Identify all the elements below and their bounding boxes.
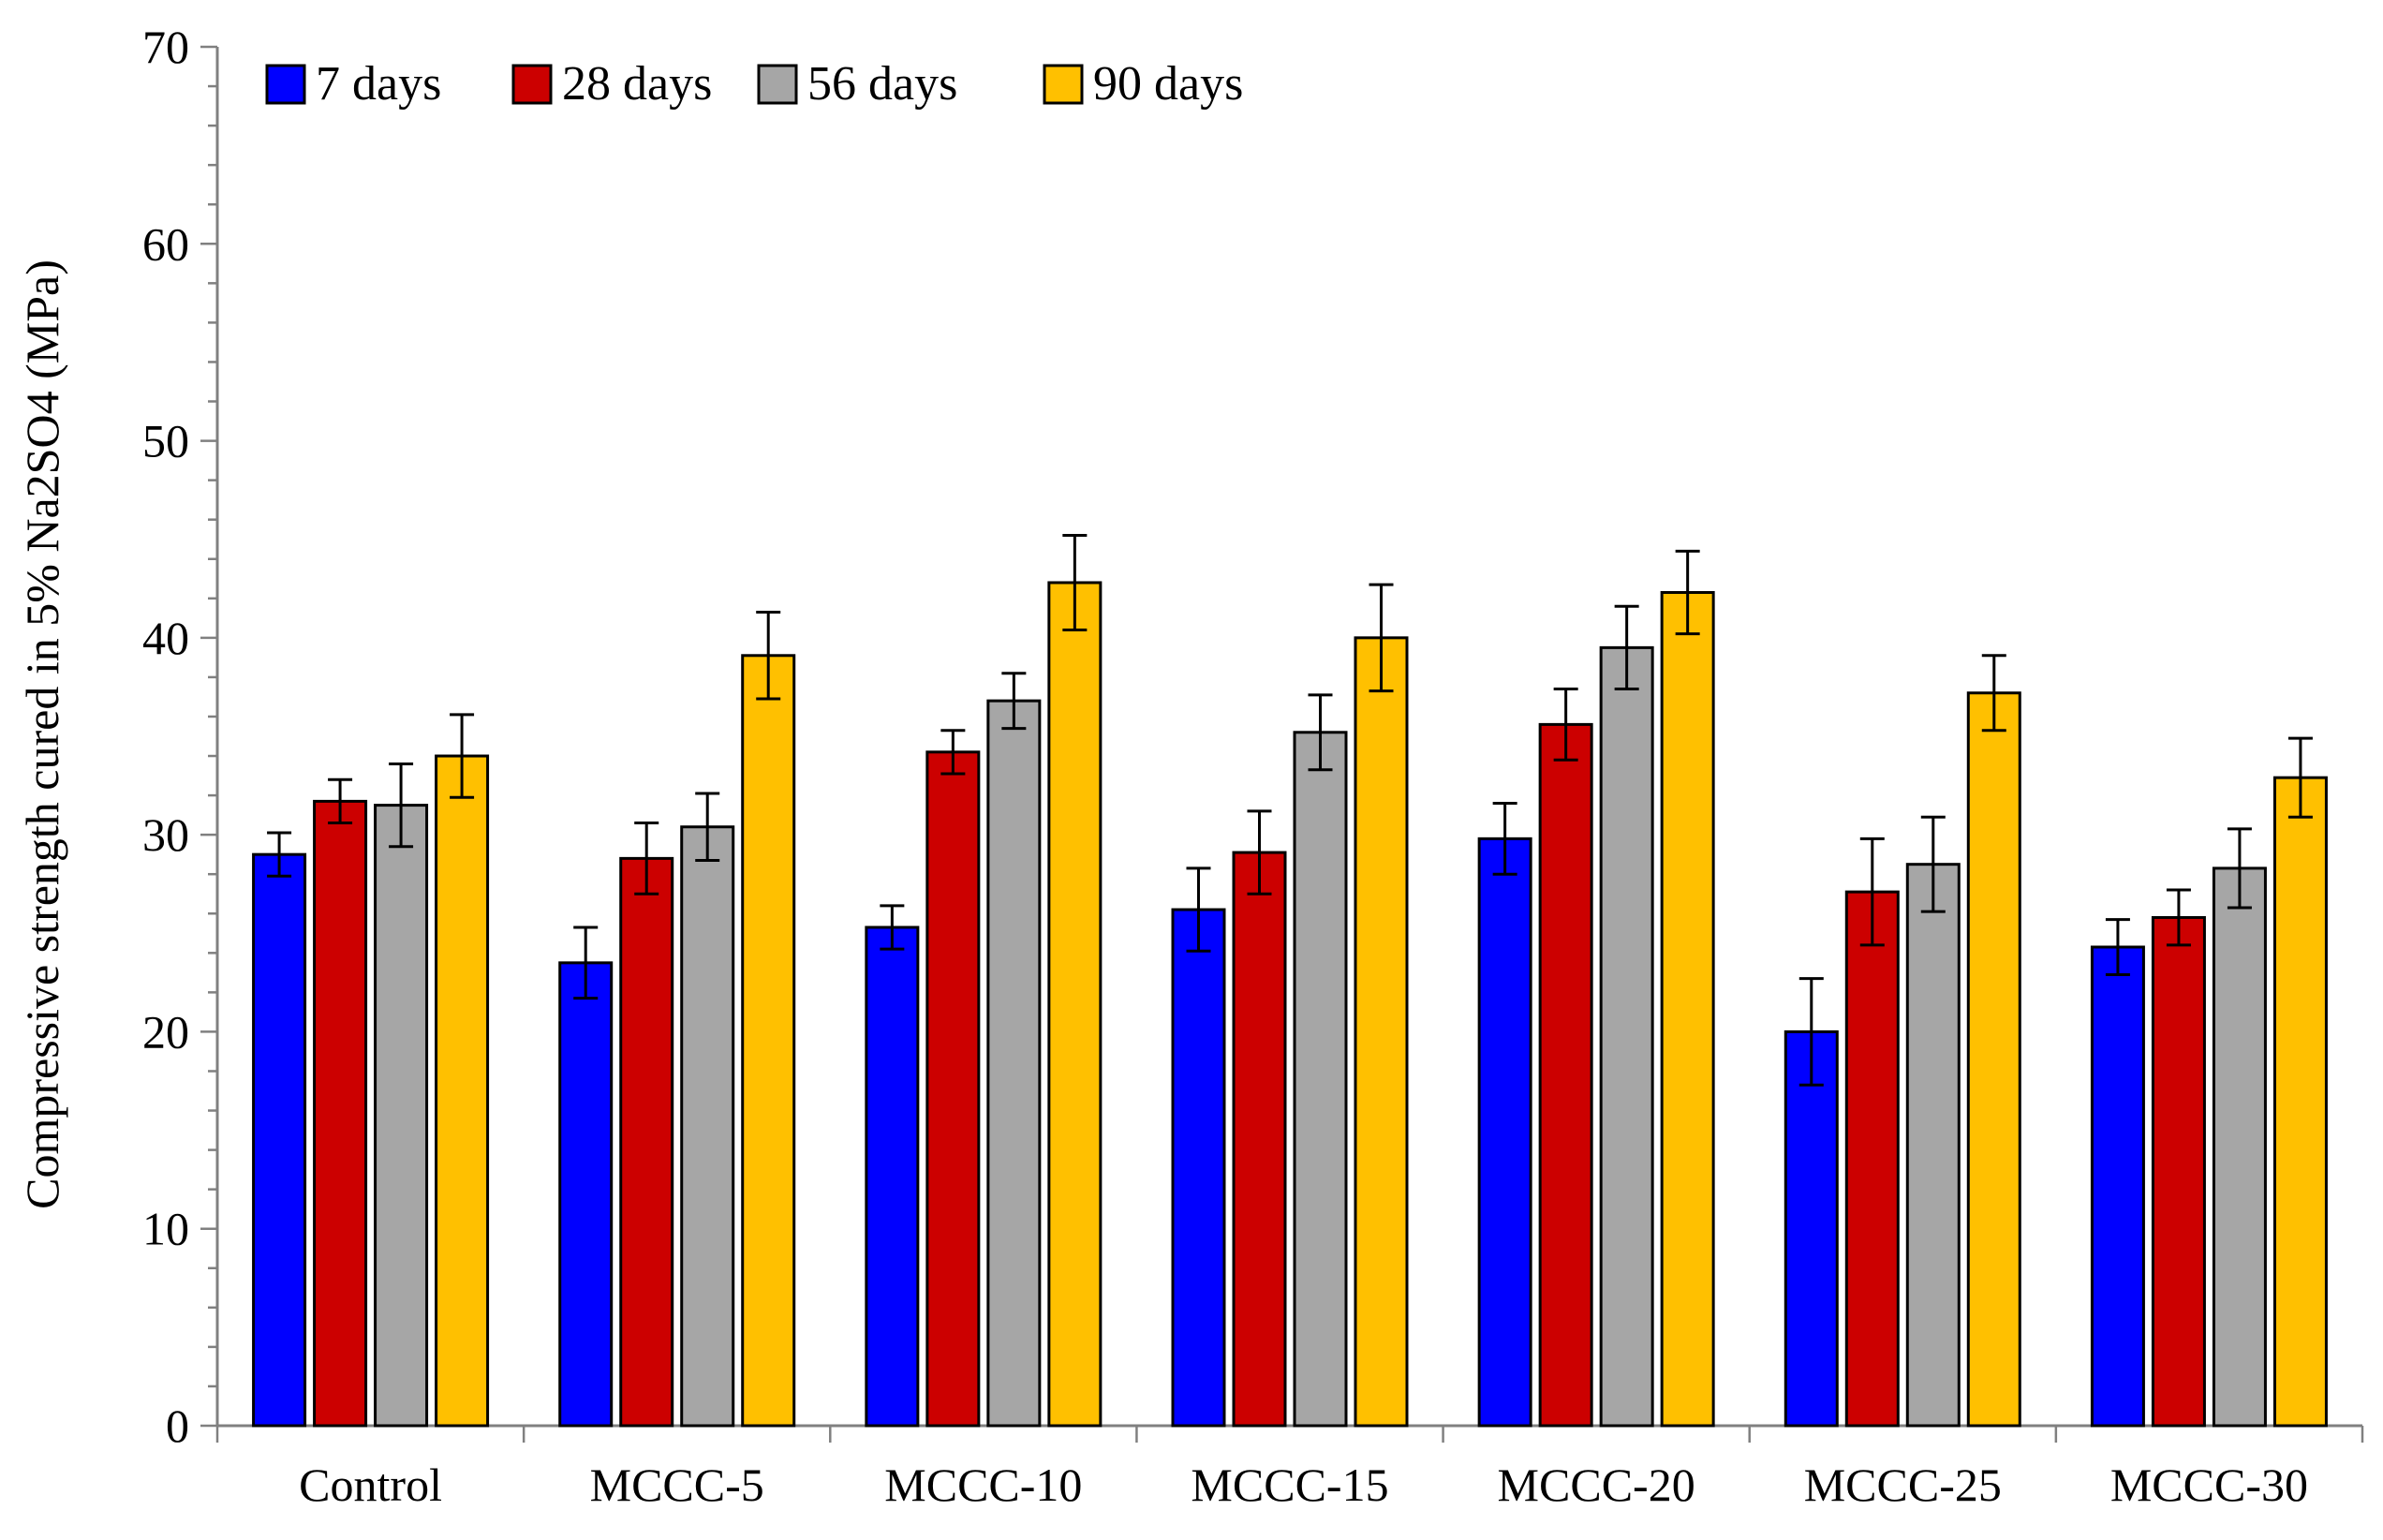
y-tick-label: 60 <box>142 217 189 270</box>
bar-90-days-MCCC-10 <box>1047 581 1103 1428</box>
error-bar <box>940 729 966 776</box>
y-tick-label: 0 <box>166 1399 189 1452</box>
error-bar <box>389 762 414 849</box>
bar-28-days-MCCC-15 <box>1232 851 1287 1428</box>
bar-7-days-MCCC-5 <box>558 961 614 1428</box>
y-tick-label: 50 <box>142 415 189 467</box>
legend-item: 90 days <box>1043 57 1243 111</box>
error-bar <box>2227 827 2252 910</box>
y-tick-label: 70 <box>142 21 189 73</box>
error-bar <box>328 777 353 825</box>
x-tick-label: MCCC-20 <box>1498 1459 1695 1511</box>
bars <box>252 581 2328 1428</box>
x-tick-label: MCCC-10 <box>884 1459 1082 1511</box>
error-bar <box>1859 837 1885 947</box>
legend-swatch <box>511 64 553 105</box>
bar-7-days-MCCC-30 <box>2090 945 2145 1428</box>
y-axis: 0 10 20 30 40 50 60 70 <box>142 21 219 1452</box>
legend-label: 28 days <box>562 57 712 111</box>
legend-swatch <box>265 64 306 105</box>
bar-90-days-MCCC-5 <box>741 654 796 1428</box>
legend-swatch <box>1043 64 1084 105</box>
y-tick-label: 30 <box>142 808 189 861</box>
error-bar <box>1062 534 1088 631</box>
legend-label: 7 days <box>316 57 441 111</box>
error-bar <box>1614 604 1639 691</box>
error-bar <box>267 831 292 878</box>
x-axis: Control MCCC-5 MCCC-10 MCCC-15 MCCC-20 MCCC-2… <box>215 1424 2364 1511</box>
error-bar <box>1981 654 2006 733</box>
bar-28-days-MCCC-20 <box>1538 722 1593 1428</box>
y-tick-label: 10 <box>142 1203 189 1255</box>
error-bar <box>695 792 720 862</box>
bar-28-days-MCCC-30 <box>2151 915 2206 1428</box>
error-bar <box>634 822 659 896</box>
error-bar <box>880 904 905 951</box>
bar-90-days-MCCC-25 <box>1966 691 2021 1428</box>
error-bar <box>1369 583 1394 693</box>
x-tick-label: Control <box>299 1459 442 1511</box>
error-bar <box>1798 977 1824 1087</box>
legend-label: 90 days <box>1093 57 1243 111</box>
legend: 7 days 28 days 56 days 90 days <box>265 57 1243 111</box>
error-bar <box>1492 801 1517 876</box>
bar-90-days-MCCC-20 <box>1660 590 1715 1428</box>
bar-7-days-MCCC-25 <box>1784 1029 1839 1428</box>
bar-7-days-MCCC-10 <box>865 925 920 1428</box>
error-bar <box>1308 693 1333 772</box>
bar-28-days-MCCC-5 <box>619 856 674 1428</box>
error-bar <box>1920 815 1946 913</box>
bar-56-days-MCCC-5 <box>680 825 735 1428</box>
x-tick-label: MCCC-15 <box>1191 1459 1388 1511</box>
bar-28-days-Control <box>313 799 368 1428</box>
y-axis-title: Compressive strength cured in 5% Na2SO4 … <box>16 259 68 1209</box>
error-bar <box>2287 736 2313 819</box>
bar-28-days-MCCC-10 <box>925 750 981 1428</box>
bar-28-days-MCCC-25 <box>1844 890 1900 1428</box>
error-bars <box>267 534 2313 1087</box>
bar-7-days-MCCC-15 <box>1171 908 1226 1428</box>
bar-7-days-MCCC-20 <box>1477 837 1532 1428</box>
bar-90-days-Control <box>435 754 490 1428</box>
bar-56-days-MCCC-15 <box>1293 731 1348 1428</box>
error-bar <box>1675 549 1700 636</box>
legend-label: 56 days <box>807 57 957 111</box>
bar-56-days-MCCC-25 <box>1905 863 1961 1428</box>
error-bar <box>1553 688 1578 762</box>
x-tick-label: MCCC-5 <box>590 1459 764 1511</box>
bar-56-days-MCCC-20 <box>1599 645 1654 1428</box>
y-tick-label: 20 <box>142 1005 189 1058</box>
bar-7-days-Control <box>252 852 307 1428</box>
bar-90-days-MCCC-30 <box>2272 776 2328 1428</box>
error-bar <box>2105 918 2130 976</box>
legend-item: 7 days <box>265 57 441 111</box>
error-bar <box>1186 866 1211 953</box>
error-bar <box>756 611 781 701</box>
bar-56-days-MCCC-10 <box>986 699 1042 1428</box>
x-tick-label: MCCC-25 <box>1804 1459 2002 1511</box>
y-tick-label: 40 <box>142 612 189 664</box>
error-bar <box>1247 809 1272 896</box>
x-tick-label: MCCC-30 <box>2110 1459 2308 1511</box>
error-bar <box>573 925 599 1000</box>
legend-swatch <box>757 64 798 105</box>
error-bar <box>450 713 475 799</box>
legend-item: 56 days <box>757 57 957 111</box>
bar-56-days-MCCC-30 <box>2212 866 2267 1428</box>
bar-90-days-MCCC-15 <box>1354 636 1409 1428</box>
error-bar <box>2166 888 2191 947</box>
bar-56-days-Control <box>374 804 429 1428</box>
legend-item: 28 days <box>511 57 712 111</box>
error-bar <box>1001 672 1027 731</box>
